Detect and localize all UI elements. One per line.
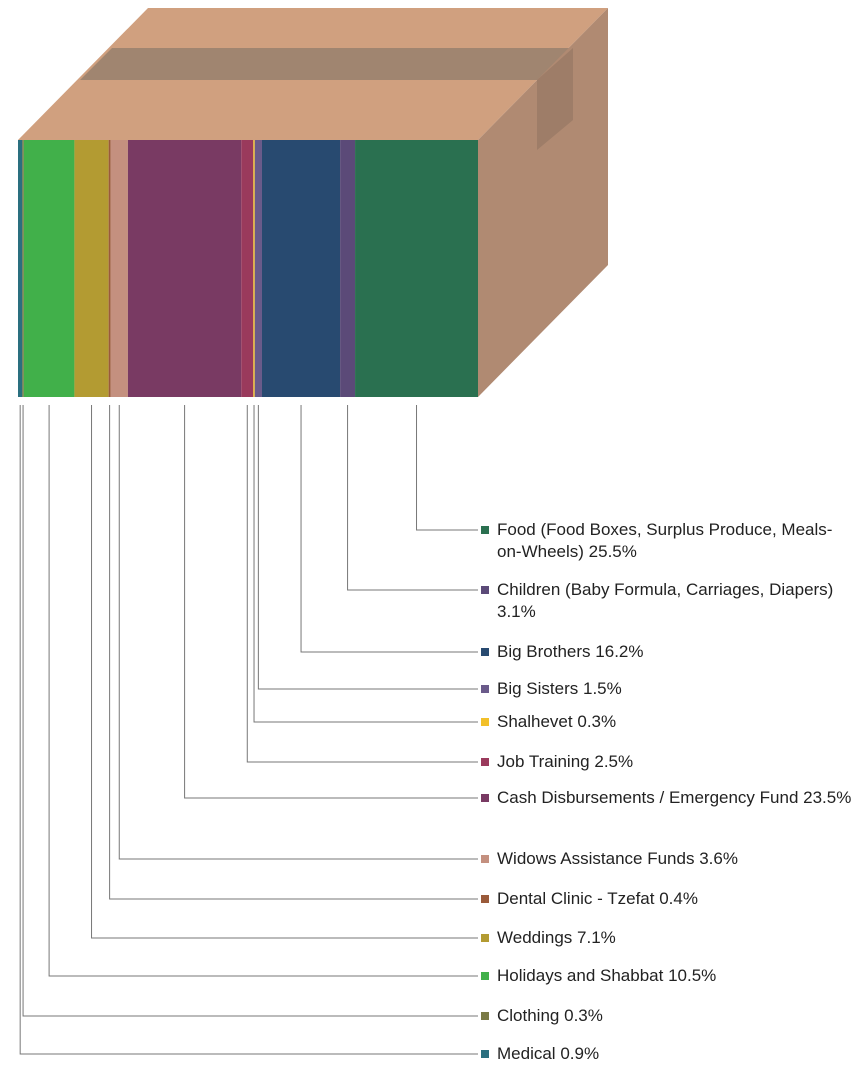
legend-value: 0.4% [659, 889, 698, 908]
legend-marker [481, 1050, 489, 1058]
legend-marker [481, 895, 489, 903]
segment [110, 140, 128, 397]
legend-name: Job Training [497, 752, 590, 771]
legend-marker [481, 526, 489, 534]
legend-value: 3.6% [699, 849, 738, 868]
legend-marker [481, 586, 489, 594]
leader-line [416, 405, 478, 531]
legend-name: Cash Disbursements / Emergency Fund [497, 788, 799, 807]
legend-name: Medical [497, 1044, 556, 1063]
leader-line [257, 405, 478, 690]
legend-entry: Medical 0.9% [497, 1043, 852, 1065]
legend-entry: Children (Baby Formula, Carriages, Diape… [497, 579, 852, 623]
leader-line [300, 405, 478, 653]
segment [355, 140, 478, 397]
legend-entry: Cash Disbursements / Emergency Fund 23.5… [497, 787, 852, 809]
legend-marker [481, 1012, 489, 1020]
legend-entry: Dental Clinic - Tzefat 0.4% [497, 888, 852, 910]
legend-value: 3.1% [497, 602, 536, 621]
legend-name: Shalhevet [497, 712, 573, 731]
legend-entry: Weddings 7.1% [497, 927, 852, 949]
legend-entry: Job Training 2.5% [497, 751, 852, 773]
legend-value: 25.5% [588, 542, 637, 561]
leader-line [19, 405, 478, 1055]
legend-marker [481, 794, 489, 802]
segment [127, 140, 242, 397]
legend-value: 0.3% [564, 1006, 603, 1025]
legend-name: Children (Baby Formula, Carriages, Diape… [497, 580, 834, 599]
legend-entry: Food (Food Boxes, Surplus Produce, Meals… [497, 519, 852, 563]
legend-marker [481, 685, 489, 693]
legend-value: 7.1% [577, 928, 616, 947]
segment [18, 140, 23, 397]
legend-name: Food (Food Boxes, Surplus Produce, Meals… [497, 520, 833, 561]
segment [254, 140, 262, 397]
box-tape-side [537, 48, 573, 150]
segment [22, 140, 24, 397]
legend-value: 2.5% [594, 752, 634, 771]
legend-name: Big Brothers [497, 642, 591, 661]
legend-marker [481, 718, 489, 726]
segment [108, 140, 111, 397]
legend-name: Holidays and Shabbat [497, 966, 664, 985]
legend-marker [481, 855, 489, 863]
leader-line [109, 405, 478, 900]
leader-line [253, 405, 478, 723]
segment [261, 140, 341, 397]
legend-value: 16.2% [595, 642, 644, 661]
legend-value: 23.5% [803, 788, 852, 807]
segment [340, 140, 356, 397]
leader-line [246, 405, 478, 763]
leader-line [22, 405, 478, 1017]
legend-entry: Holidays and Shabbat 10.5% [497, 965, 852, 987]
legend-marker [481, 758, 489, 766]
legend-value: 0.3% [577, 712, 617, 731]
legend-entry: Big Brothers 16.2% [497, 641, 852, 663]
legend-entry: Widows Assistance Funds 3.6% [497, 848, 852, 870]
legend-value: 0.9% [560, 1044, 600, 1063]
segment [241, 140, 254, 397]
legend-marker [481, 934, 489, 942]
legend-value: 1.5% [582, 679, 622, 698]
legend-name: Dental Clinic - Tzefat [497, 889, 655, 908]
legend-value: 10.5% [668, 966, 717, 985]
legend-marker [481, 648, 489, 656]
leader-line [118, 405, 478, 860]
legend-name: Weddings [497, 928, 573, 947]
segment [253, 140, 255, 397]
legend-name: Big Sisters [497, 679, 579, 698]
box-tape [80, 48, 573, 80]
segment [23, 140, 75, 397]
leader-line [48, 405, 478, 977]
legend-entry: Clothing 0.3% [497, 1005, 852, 1027]
segment [74, 140, 109, 397]
legend-entry: Shalhevet 0.3% [497, 711, 852, 733]
legend-marker [481, 972, 489, 980]
leader-line [91, 405, 478, 939]
leader-line [184, 405, 478, 799]
leader-line [347, 405, 478, 591]
legend-entry: Big Sisters 1.5% [497, 678, 852, 700]
legend-name: Clothing [497, 1006, 560, 1025]
legend-name: Widows Assistance Funds [497, 849, 695, 868]
box-side [478, 8, 608, 397]
